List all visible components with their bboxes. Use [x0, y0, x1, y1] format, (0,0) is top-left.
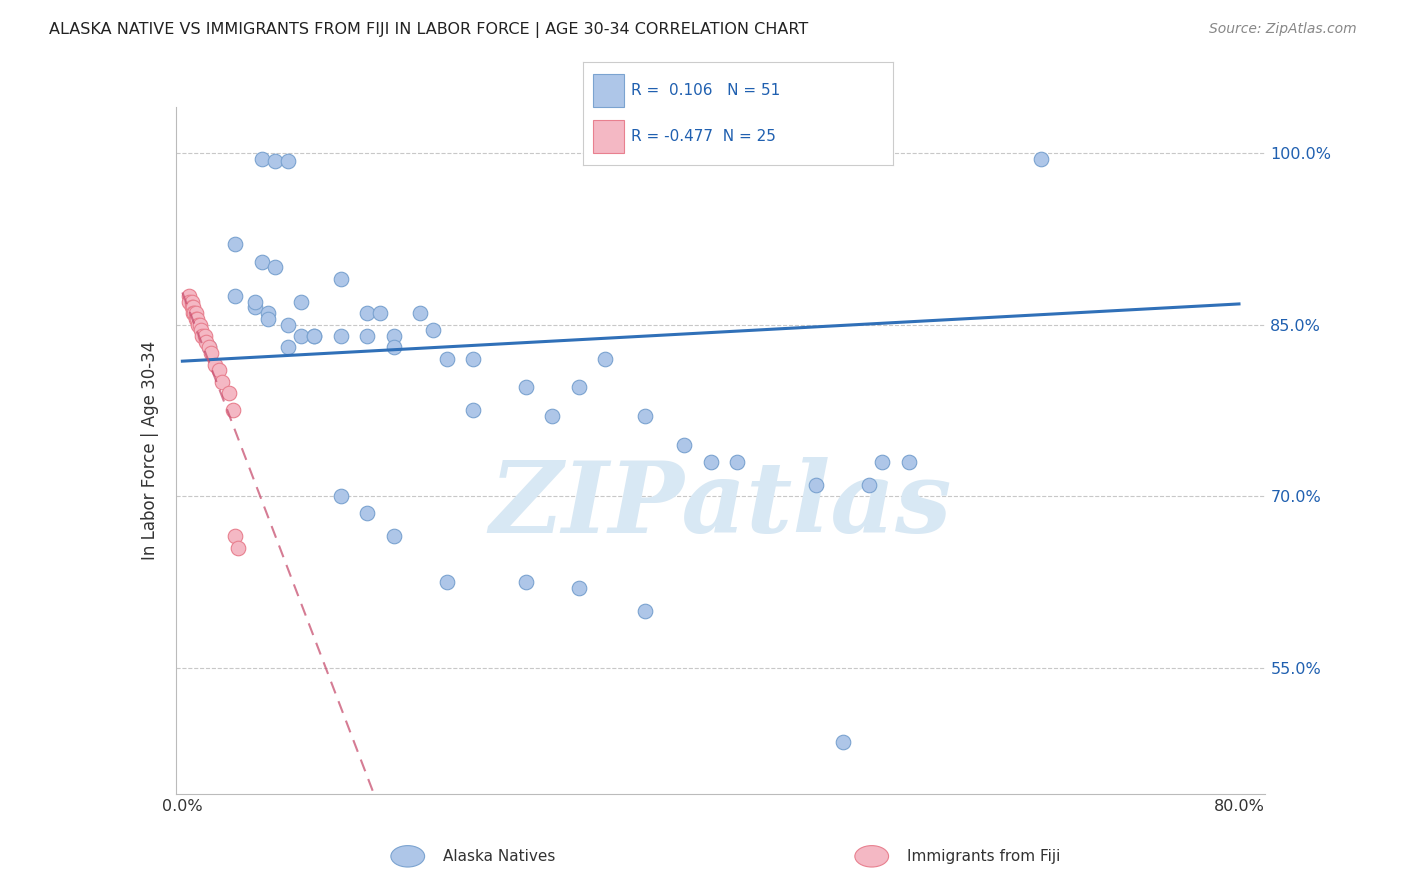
- Point: [290, 294, 312, 309]
- Point: [257, 306, 280, 320]
- Point: [461, 351, 484, 366]
- Point: [183, 306, 205, 320]
- Point: [673, 438, 696, 452]
- Point: [263, 153, 285, 168]
- Point: [872, 455, 894, 469]
- Point: [382, 329, 405, 343]
- Point: [194, 329, 217, 343]
- Point: [382, 529, 405, 543]
- Point: [177, 294, 200, 309]
- Point: [356, 507, 378, 521]
- Point: [243, 294, 266, 309]
- Point: [188, 318, 211, 332]
- Point: [197, 340, 219, 354]
- Point: [515, 380, 537, 394]
- Text: R = -0.477  N = 25: R = -0.477 N = 25: [631, 128, 776, 144]
- Point: [184, 311, 207, 326]
- Point: [224, 529, 246, 543]
- Point: [277, 318, 299, 332]
- Point: [568, 581, 591, 595]
- Point: [277, 340, 299, 354]
- Point: [191, 329, 214, 343]
- Text: R =  0.106   N = 51: R = 0.106 N = 51: [631, 83, 780, 97]
- Point: [226, 541, 249, 555]
- Point: [382, 340, 405, 354]
- Point: [187, 318, 209, 332]
- Point: [568, 380, 591, 394]
- Point: [304, 329, 326, 343]
- Point: [197, 340, 219, 354]
- Point: [186, 311, 208, 326]
- Point: [190, 323, 212, 337]
- Point: [329, 329, 352, 343]
- Point: [370, 306, 392, 320]
- Point: [422, 323, 444, 337]
- Point: [356, 329, 378, 343]
- Point: [409, 306, 432, 320]
- Point: [221, 403, 243, 417]
- Point: [208, 363, 231, 377]
- Text: Source: ZipAtlas.com: Source: ZipAtlas.com: [1209, 22, 1357, 37]
- Point: [257, 311, 280, 326]
- Point: [329, 489, 352, 503]
- Point: [541, 409, 564, 424]
- Point: [593, 351, 616, 366]
- Point: [633, 604, 655, 618]
- Point: [180, 294, 202, 309]
- Point: [897, 455, 920, 469]
- Text: Immigrants from Fiji: Immigrants from Fiji: [907, 849, 1060, 863]
- Point: [725, 455, 748, 469]
- Point: [858, 478, 880, 492]
- Bar: [593, 74, 624, 106]
- Point: [699, 455, 721, 469]
- Point: [204, 358, 226, 372]
- Point: [195, 334, 218, 349]
- Point: [1029, 152, 1052, 166]
- Point: [184, 306, 207, 320]
- Point: [831, 735, 853, 749]
- Point: [181, 306, 204, 320]
- Y-axis label: In Labor Force | Age 30-34: In Labor Force | Age 30-34: [141, 341, 159, 560]
- Point: [250, 254, 273, 268]
- Point: [290, 329, 312, 343]
- Point: [211, 375, 233, 389]
- Point: [304, 329, 326, 343]
- Point: [806, 478, 828, 492]
- Bar: [593, 120, 624, 153]
- Point: [200, 346, 222, 360]
- Point: [180, 301, 202, 315]
- Point: [436, 351, 458, 366]
- Text: ALASKA NATIVE VS IMMIGRANTS FROM FIJI IN LABOR FORCE | AGE 30-34 CORRELATION CHA: ALASKA NATIVE VS IMMIGRANTS FROM FIJI IN…: [49, 22, 808, 38]
- Point: [177, 289, 200, 303]
- Point: [181, 301, 204, 315]
- Point: [277, 153, 299, 168]
- Point: [218, 386, 240, 401]
- Point: [633, 409, 655, 424]
- Point: [224, 289, 246, 303]
- Text: Alaska Natives: Alaska Natives: [443, 849, 555, 863]
- Point: [515, 575, 537, 590]
- Point: [243, 301, 266, 315]
- Text: ZIPatlas: ZIPatlas: [489, 458, 952, 554]
- Point: [224, 237, 246, 252]
- Point: [329, 271, 352, 285]
- Point: [263, 260, 285, 275]
- Point: [356, 306, 378, 320]
- Point: [250, 152, 273, 166]
- Point: [461, 403, 484, 417]
- Point: [436, 575, 458, 590]
